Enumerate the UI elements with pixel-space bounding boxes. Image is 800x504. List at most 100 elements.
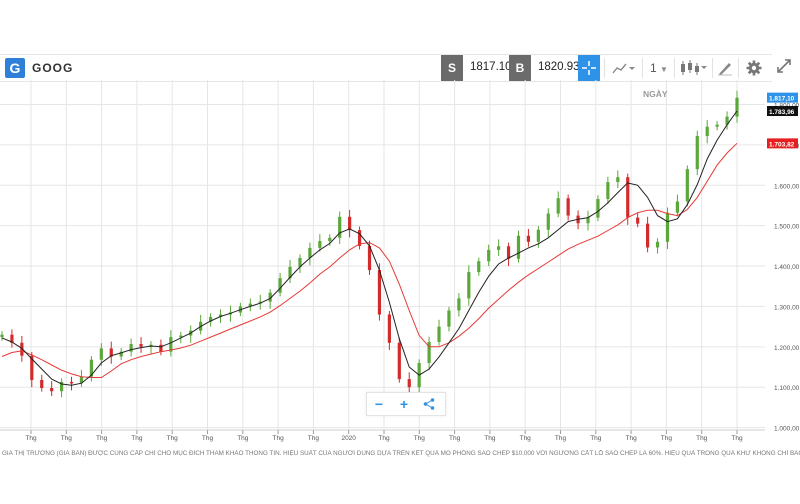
candle-body xyxy=(109,348,113,357)
candle-body xyxy=(457,298,461,311)
chart-grid xyxy=(0,80,765,430)
candle-body xyxy=(526,235,531,242)
candle-body xyxy=(397,342,401,380)
candle-body xyxy=(348,216,352,231)
settings-button[interactable] xyxy=(742,55,766,81)
candle-body xyxy=(447,310,451,327)
y-axis: 1.000,00 1.100,00 1.200,00 1.300,00 1.400,00… xyxy=(774,103,800,433)
line-chart-icon xyxy=(612,63,635,74)
expand-button[interactable] xyxy=(776,58,792,74)
price-tags: 1.817,10 1.783,96 1.703,82 xyxy=(767,92,798,149)
zoom-in-button[interactable]: + xyxy=(399,396,409,412)
candle-body xyxy=(318,241,322,248)
candle-body xyxy=(516,235,521,259)
candle-body xyxy=(606,182,610,200)
candle-body xyxy=(139,343,143,347)
period-label: NGÀY xyxy=(643,89,668,99)
sell-price[interactable]: 1817.10 xyxy=(470,61,512,73)
candle-body xyxy=(735,97,739,117)
candle-body xyxy=(377,270,382,315)
chart-type-button[interactable] xyxy=(678,55,708,81)
candle-body xyxy=(636,217,640,224)
draw-tools-button[interactable] xyxy=(714,55,736,81)
candle-body xyxy=(40,379,44,389)
expand-icon xyxy=(777,59,791,73)
candle-body xyxy=(268,292,272,302)
zoom-out-button[interactable]: − xyxy=(374,396,384,412)
last-price-tag-bg xyxy=(767,92,798,103)
x-tick-label: Thg xyxy=(25,435,37,442)
x-tick-label: Thg xyxy=(696,435,708,442)
candle-body xyxy=(546,213,550,230)
x-tick-label: Thg xyxy=(625,435,637,442)
candle-body xyxy=(0,334,4,338)
candle-body xyxy=(308,247,312,258)
candle-body xyxy=(487,249,491,262)
interval-select[interactable]: 1 ▼ xyxy=(646,55,672,81)
x-tick-label: Thg xyxy=(520,435,532,442)
candle-body xyxy=(477,261,481,273)
x-tick-label: Thg xyxy=(731,435,743,442)
y-tick-label: 1.200,00 xyxy=(774,345,800,352)
candlestick-icon xyxy=(681,60,707,75)
google-logo-icon: G xyxy=(5,58,25,78)
crosshair-button[interactable] xyxy=(578,55,600,81)
y-tick-label: 1.400,00 xyxy=(774,264,800,271)
candle-body xyxy=(387,314,391,343)
moving-average-slow-line xyxy=(1,142,738,378)
x-tick-label: Thg xyxy=(308,435,320,442)
candle-body xyxy=(675,201,680,213)
candle-body xyxy=(715,124,719,127)
candle-body xyxy=(467,272,471,299)
candle-body xyxy=(338,216,342,238)
candle-body xyxy=(596,199,600,218)
candle-body xyxy=(626,177,630,218)
x-tick-label: Thg xyxy=(555,435,567,442)
candle-body xyxy=(536,229,540,242)
x-tick-label: Thg xyxy=(590,435,602,442)
candle-body xyxy=(705,126,709,137)
candle-body xyxy=(497,246,501,250)
moving-average-fast-line xyxy=(1,110,738,386)
candle-body xyxy=(30,355,34,380)
candle-body xyxy=(407,379,411,388)
gear-icon xyxy=(746,60,762,76)
y-tick-label: 1.000,00 xyxy=(774,426,800,433)
instrument-toolbar: G GOOG S 1817.10 B 1820.93 1 ▼ xyxy=(0,54,772,82)
x-tick-label: Thg xyxy=(202,435,214,442)
x-tick-label: 2020 xyxy=(341,435,356,442)
candle-body xyxy=(208,316,213,322)
buy-price[interactable]: 1820.93 xyxy=(538,61,580,73)
price-chart[interactable]: 1.000,00 1.100,00 1.200,00 1.300,00 1.400,00… xyxy=(0,80,800,450)
candle-body xyxy=(556,198,560,214)
buy-label[interactable]: B xyxy=(509,55,531,81)
y-tick-label: 1.500,00 xyxy=(774,224,800,231)
candle-body xyxy=(685,169,689,202)
share-button[interactable] xyxy=(417,393,441,415)
ma-fast-price-tag: 1.783,96 xyxy=(769,109,795,116)
ma-slow-price-tag: 1.703,82 xyxy=(769,141,795,148)
instrument-symbol: GOOG xyxy=(32,61,74,75)
candle-body xyxy=(278,278,282,293)
sell-label[interactable]: S xyxy=(441,55,463,81)
x-tick-label: Thg xyxy=(61,435,73,442)
line-chart-button[interactable] xyxy=(610,55,638,81)
ma-slow-price-tag-bg xyxy=(767,138,798,149)
candle-body xyxy=(288,266,292,279)
candle-body xyxy=(437,326,441,342)
candle-body xyxy=(566,198,570,216)
crosshair-icon xyxy=(582,61,596,75)
x-tick-label: Thg xyxy=(237,435,249,442)
candle-body xyxy=(169,337,173,352)
candle-body xyxy=(298,257,302,267)
candle-body xyxy=(616,177,620,183)
candle-body xyxy=(99,348,103,360)
candle-body xyxy=(218,314,223,317)
candle-body xyxy=(506,246,511,259)
chevron-down-icon: ▼ xyxy=(660,65,668,74)
x-tick-label: Thg xyxy=(167,435,179,442)
candle-body xyxy=(357,230,362,246)
share-icon xyxy=(423,398,435,410)
candle-body xyxy=(655,241,660,248)
x-tick-label: Thg xyxy=(272,435,284,442)
